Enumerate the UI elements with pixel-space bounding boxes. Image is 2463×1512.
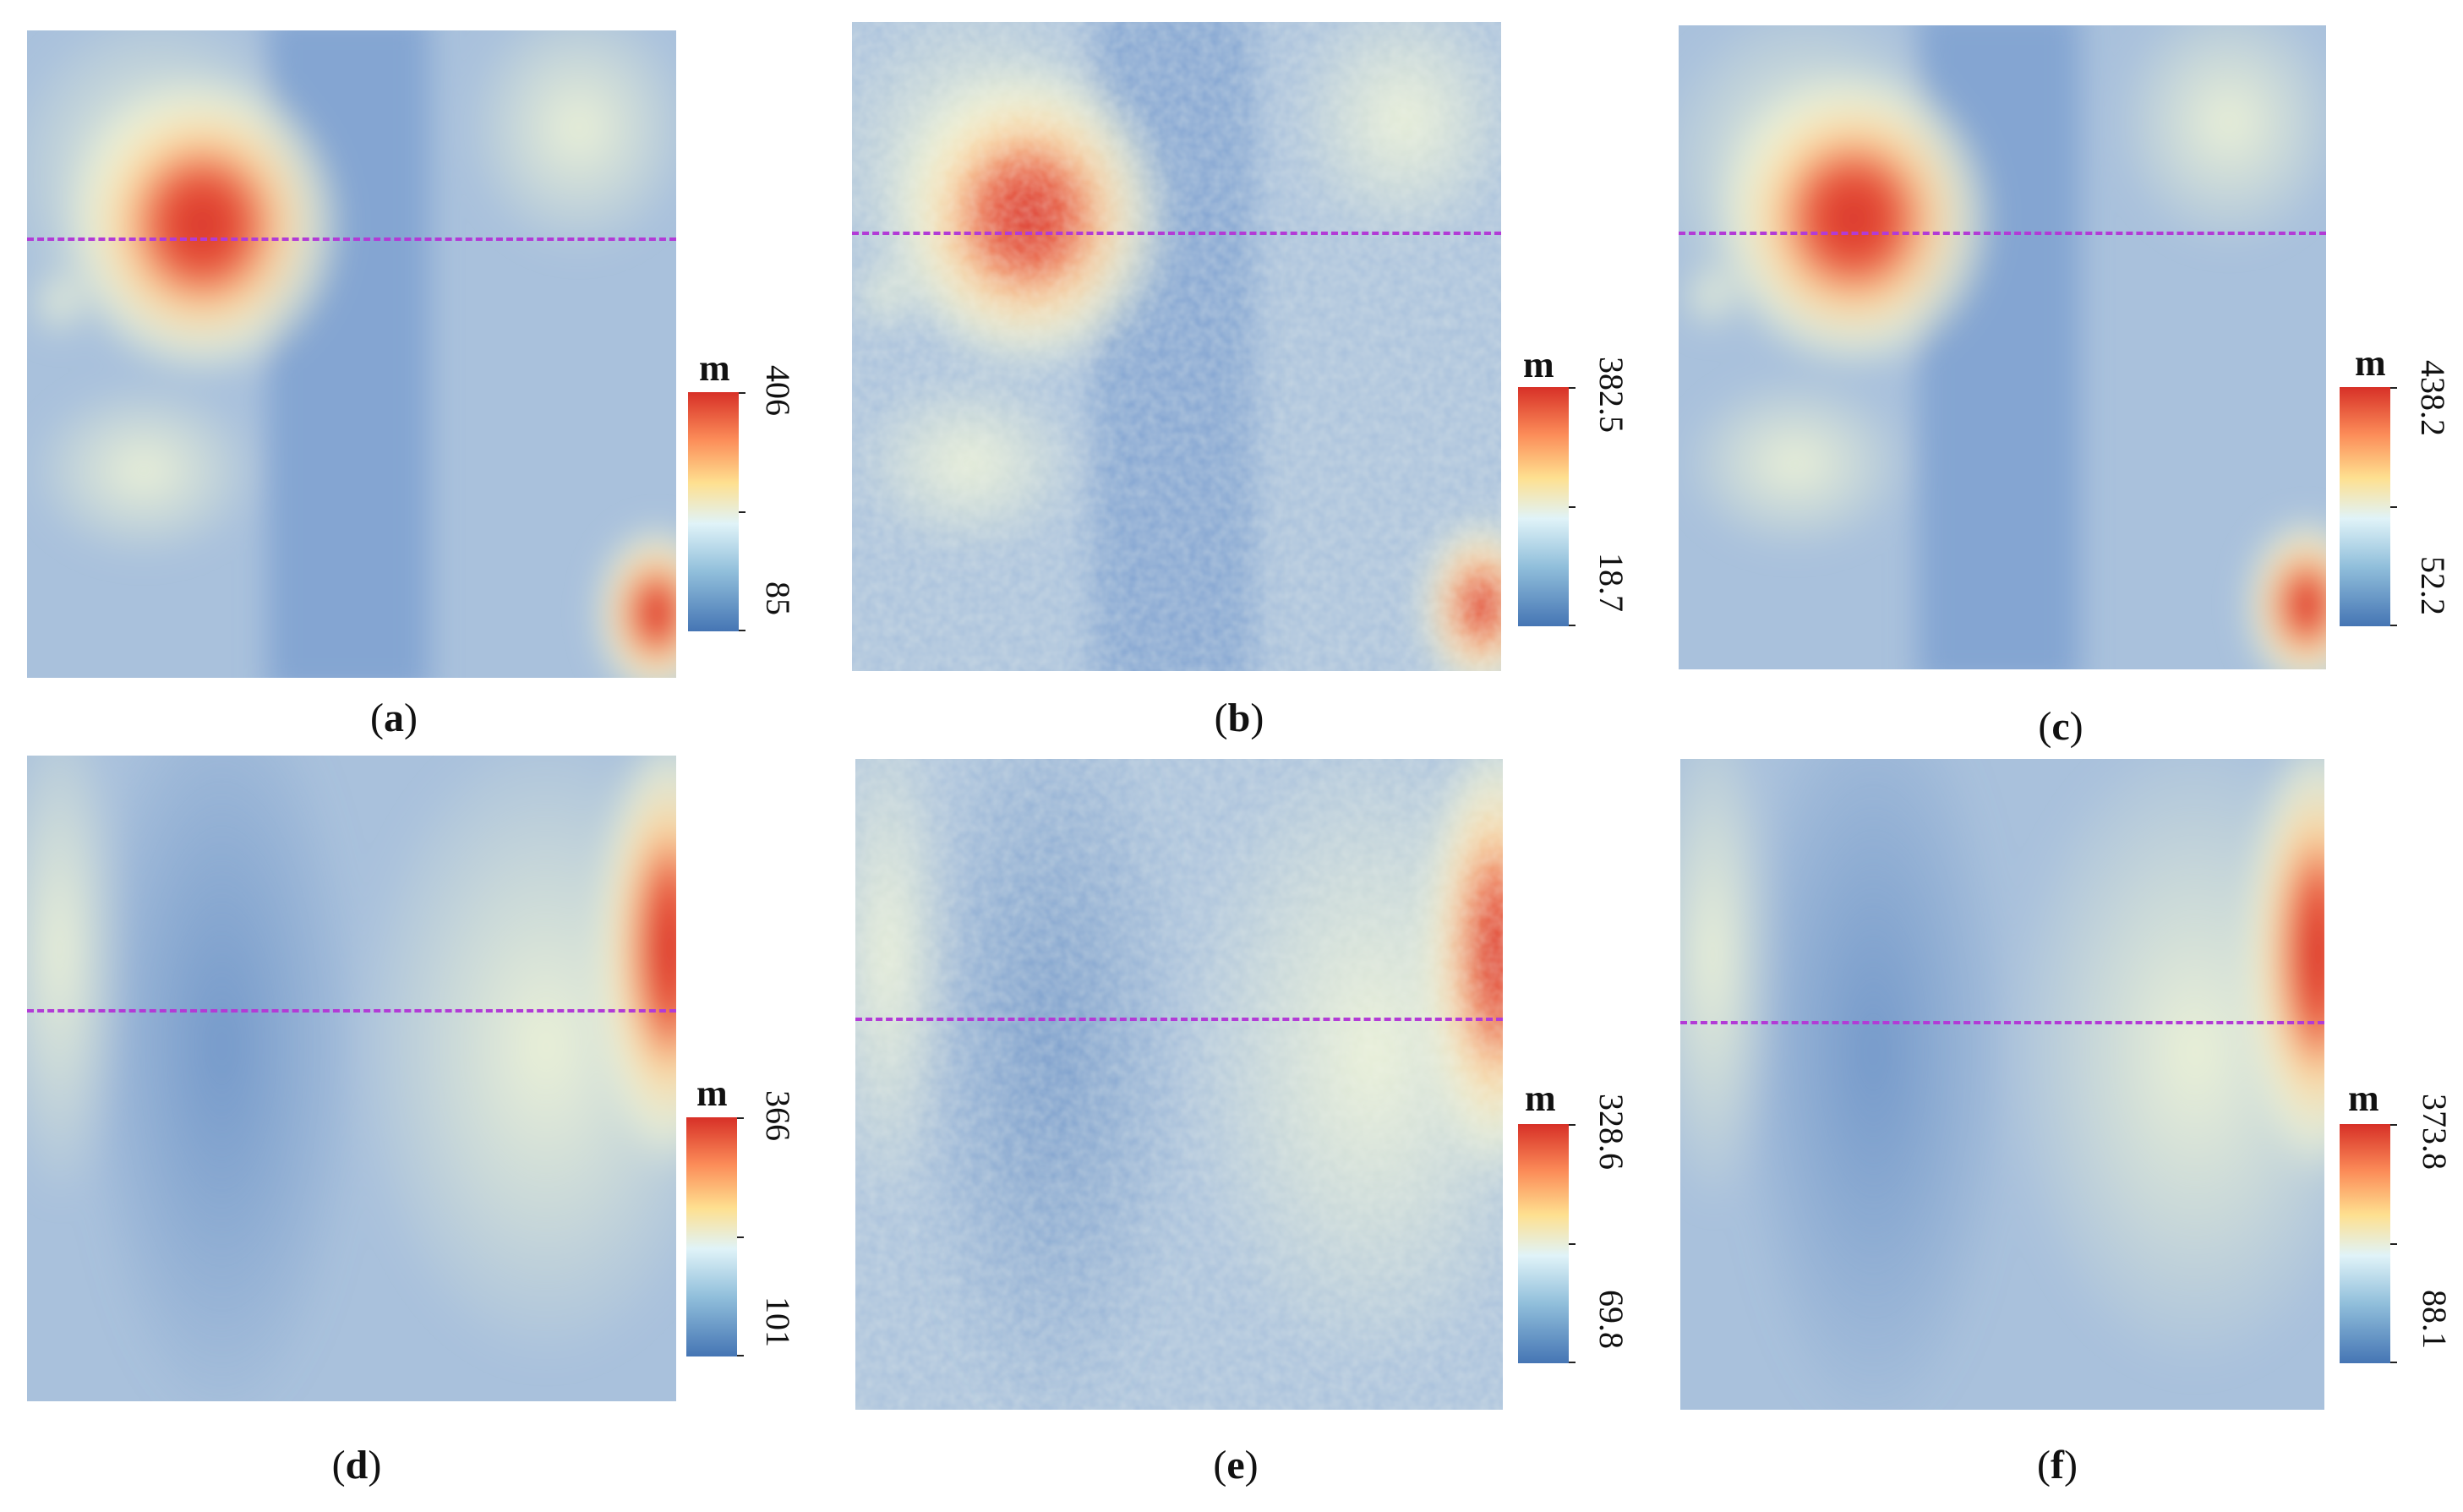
colorbar-min-b: 18.7 — [1592, 553, 1630, 612]
colorbar-min-e: 69.8 — [1592, 1290, 1630, 1349]
elevation-map-d — [27, 756, 676, 1401]
unit-label-e: m — [1525, 1078, 1556, 1119]
colorbar-min-a: 85 — [759, 581, 797, 615]
colorbar-tick — [739, 511, 745, 513]
caption-c: (c) — [2038, 704, 2083, 749]
colorbar-tick — [737, 1117, 744, 1119]
colorbar-min-d: 101 — [759, 1296, 797, 1347]
colorbar-a — [688, 392, 745, 631]
colorbar-tick — [737, 1355, 744, 1356]
colorbar-e — [1518, 1124, 1576, 1363]
profile-line-d — [27, 1009, 676, 1013]
colorbar-tick — [2390, 387, 2397, 389]
colorbar-max-b: 382.5 — [1592, 357, 1630, 433]
colorbar-max-a: 406 — [759, 365, 797, 416]
colorbar-d — [686, 1117, 744, 1356]
caption-d: (d) — [331, 1443, 382, 1487]
colorbar-tick — [739, 630, 745, 631]
colorbar-tick — [2390, 506, 2397, 508]
colorbar-b — [1518, 387, 1576, 626]
elevation-map-e — [855, 759, 1503, 1410]
unit-label-f: m — [2348, 1078, 2379, 1119]
elevation-map-a — [27, 30, 676, 678]
colorbar-tick — [1569, 506, 1576, 508]
colorbar-tick — [2390, 1124, 2397, 1126]
colorbar-c — [2340, 387, 2397, 626]
caption-a: (a) — [370, 696, 418, 740]
colorbar-tick — [737, 1236, 744, 1238]
colorbar-tick — [2390, 625, 2397, 626]
caption-b: (b) — [1214, 696, 1264, 740]
colorbar-f — [2340, 1124, 2397, 1363]
colorbar-tick — [2390, 1243, 2397, 1245]
elevation-map-f — [1680, 759, 2324, 1410]
profile-line-f — [1680, 1021, 2324, 1024]
profile-line-b — [852, 232, 1501, 235]
unit-label-b: m — [1523, 344, 1554, 385]
colorbar-max-f: 373.8 — [2416, 1094, 2454, 1170]
caption-f: (f) — [2037, 1443, 2078, 1487]
elevation-map-b — [852, 22, 1501, 671]
colorbar-max-d: 366 — [759, 1090, 797, 1141]
colorbar-tick — [1569, 387, 1576, 389]
colorbar-max-c: 438.2 — [2414, 360, 2452, 436]
colorbar-tick — [739, 392, 745, 394]
colorbar-tick — [2390, 1362, 2397, 1363]
caption-e: (e) — [1213, 1443, 1259, 1487]
colorbar-tick — [1569, 625, 1576, 626]
profile-line-a — [27, 237, 676, 241]
colorbar-tick — [1569, 1124, 1576, 1126]
unit-label-c: m — [2355, 342, 2386, 384]
colorbar-min-f: 88.1 — [2416, 1290, 2454, 1349]
colorbar-max-e: 328.6 — [1592, 1094, 1630, 1170]
colorbar-tick — [1569, 1243, 1576, 1245]
colorbar-tick — [1569, 1362, 1576, 1363]
elevation-map-c — [1679, 25, 2326, 669]
profile-line-c — [1679, 232, 2326, 235]
unit-label-d: m — [696, 1073, 728, 1114]
profile-line-e — [855, 1018, 1503, 1021]
unit-label-a: m — [699, 347, 730, 389]
colorbar-min-c: 52.2 — [2414, 556, 2452, 615]
